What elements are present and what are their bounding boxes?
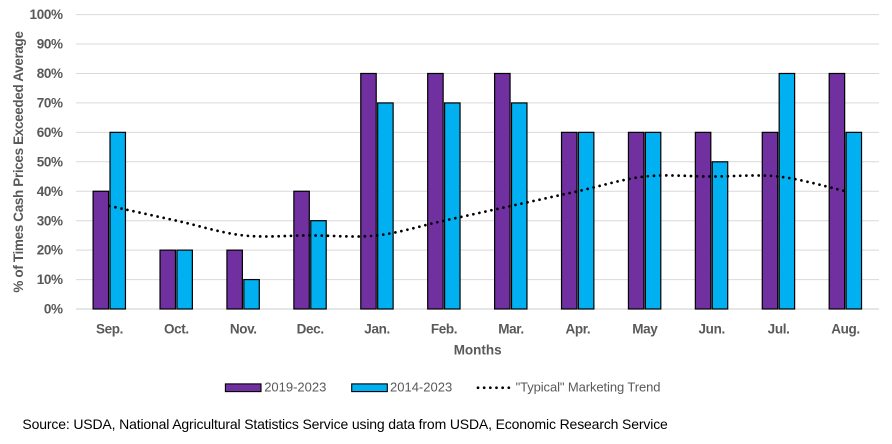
svg-text:"Typical" Marketing Trend: "Typical" Marketing Trend [516,380,661,395]
svg-text:Oct.: Oct. [164,321,189,336]
svg-text:Feb.: Feb. [431,321,457,336]
svg-text:% of Times Cash Prices Exceede: % of Times Cash Prices Exceeded Average [11,31,26,293]
svg-text:90%: 90% [37,37,63,52]
svg-text:50%: 50% [37,154,63,169]
svg-text:Apr.: Apr. [565,321,590,336]
svg-text:30%: 30% [37,213,63,228]
svg-text:Dec.: Dec. [297,321,324,336]
svg-text:40%: 40% [37,184,63,199]
svg-text:Aug.: Aug. [831,321,860,336]
svg-text:Mar.: Mar. [498,321,524,336]
svg-text:Sep.: Sep. [96,321,123,336]
svg-text:100%: 100% [30,7,63,22]
svg-text:Jan.: Jan. [364,321,390,336]
svg-text:2014-2023: 2014-2023 [390,380,452,395]
svg-text:10%: 10% [37,272,63,287]
svg-text:0%: 0% [44,302,63,317]
svg-text:Jun.: Jun. [699,321,725,336]
svg-text:Source: USDA, National Agricul: Source: USDA, National Agricultural Stat… [22,416,668,432]
svg-text:Nov.: Nov. [230,321,257,336]
svg-text:70%: 70% [37,96,63,111]
svg-text:80%: 80% [37,66,63,81]
svg-text:Months: Months [454,343,502,358]
svg-text:60%: 60% [37,125,63,140]
svg-text:2019-2023: 2019-2023 [264,380,326,395]
svg-text:May: May [632,321,658,336]
svg-text:20%: 20% [37,243,63,258]
svg-text:Jul.: Jul. [768,321,790,336]
